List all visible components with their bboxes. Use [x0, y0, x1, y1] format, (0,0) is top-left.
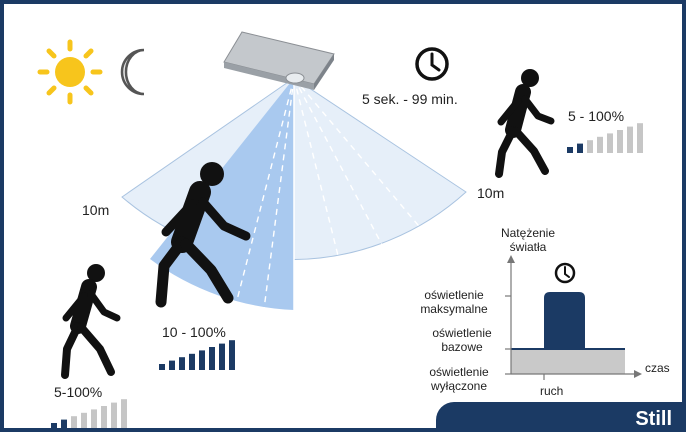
sensor-lamp-icon — [223, 31, 335, 90]
x-axis-label: czas — [645, 361, 670, 375]
signal-bar — [159, 364, 165, 370]
signal-bar — [169, 360, 175, 370]
graph-y-axis-title-text: Natężenie światła — [500, 226, 556, 254]
level-base-label: oświetlenie bazowe — [432, 326, 492, 354]
time-delay-label: 5 sek. - 99 min. — [362, 91, 458, 107]
mode-label: Still — [635, 408, 672, 430]
clock-icon-graph — [554, 262, 576, 284]
signal-bar — [627, 126, 633, 153]
signal-bar — [61, 419, 67, 428]
range-left-label: 10m — [82, 202, 110, 218]
signal-bar — [607, 133, 613, 153]
signal-bar — [617, 130, 623, 153]
walker-icon-left — [61, 264, 121, 379]
brightness-near-label: 10 - 100% — [162, 324, 226, 340]
signal-bar — [567, 147, 573, 153]
signal-bar — [219, 343, 225, 370]
signal-bar — [111, 402, 117, 428]
signal-bar — [71, 416, 77, 428]
graph-y-axis-title: Natężenie światła — [496, 226, 576, 254]
event-label: ruch — [540, 384, 564, 398]
mode-tab: Still — [436, 402, 682, 430]
signal-bar — [179, 357, 185, 370]
illustration-layer — [37, 31, 643, 428]
signal-bar — [577, 143, 583, 153]
signal-bar — [51, 423, 57, 428]
signal-bar — [597, 136, 603, 153]
signal-bar — [209, 347, 215, 370]
signal-bar — [229, 340, 235, 370]
signal-bars-icon-left — [51, 399, 127, 428]
signal-bar — [637, 123, 643, 153]
brightness-right-label: 5 - 100% — [568, 108, 625, 124]
signal-bar — [81, 412, 87, 428]
walker-icon-right — [495, 69, 555, 178]
level-off-label: oświetlenie wyłączone — [429, 365, 489, 393]
signal-bars-icon-near — [159, 340, 235, 370]
signal-bars-icon-right — [567, 123, 643, 153]
level-max-label: oświetlenie maksymalne — [420, 288, 488, 316]
clock-icon — [415, 47, 449, 81]
signal-bar — [91, 409, 97, 428]
signal-bar — [199, 350, 205, 370]
moon-icon — [120, 48, 145, 96]
signal-bar — [189, 353, 195, 370]
sun-icon — [37, 39, 103, 105]
signal-bar — [101, 406, 107, 428]
detection-cone — [121, 77, 467, 310]
walker-icon-near — [155, 162, 251, 308]
signal-bar — [121, 399, 127, 428]
signal-bar — [587, 140, 593, 153]
range-right-label: 10m — [477, 185, 505, 201]
intensity-graph — [505, 255, 642, 380]
brightness-left-label: 5-100% — [54, 384, 103, 400]
